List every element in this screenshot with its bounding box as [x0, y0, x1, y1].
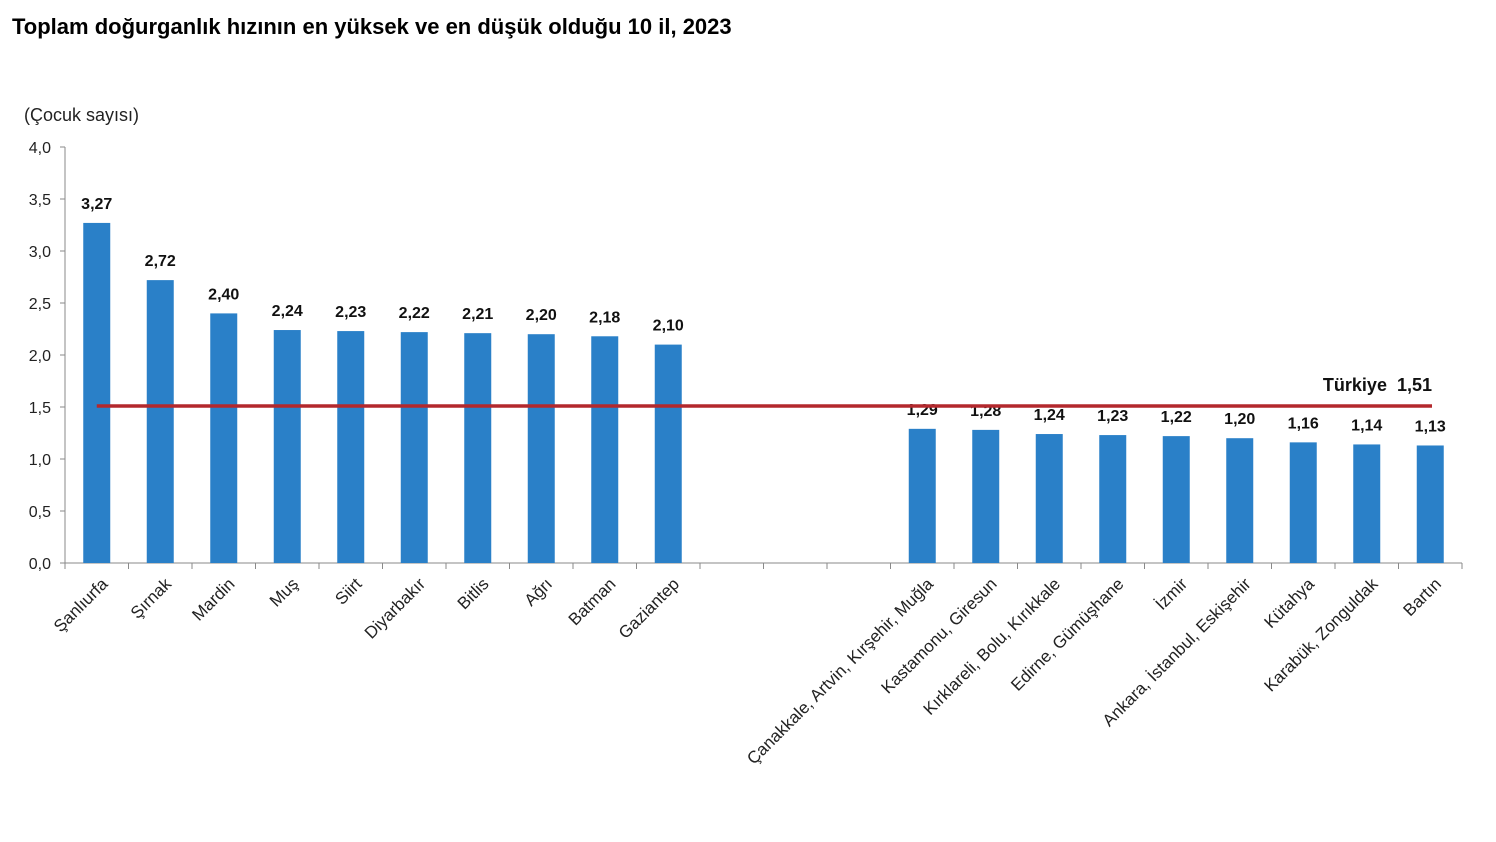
bar [1226, 438, 1254, 563]
y-tick-label: 3,5 [29, 192, 51, 209]
y-tick-label: 3,0 [29, 244, 51, 261]
bar [210, 313, 238, 563]
data-label: 1,23 [1097, 408, 1128, 425]
bar [1035, 434, 1063, 563]
category-label: Şırnak [127, 574, 176, 623]
bar [1416, 445, 1444, 563]
data-label: 2,23 [335, 304, 366, 321]
y-axis-label: (Çocuk sayısı) [24, 105, 139, 125]
category-label: Diyarbakır [361, 574, 429, 642]
bar [591, 336, 619, 563]
data-label: 1,22 [1161, 409, 1192, 426]
data-label: 1,13 [1415, 418, 1446, 435]
category-label: Kastamonu, Giresun [878, 574, 1001, 697]
bar [146, 280, 174, 563]
chart-title: Toplam doğurganlık hızının en yüksek ve … [12, 14, 732, 39]
data-label: 2,10 [653, 318, 684, 335]
data-label: 3,27 [81, 196, 112, 213]
bar [400, 332, 428, 563]
bar [1099, 435, 1127, 563]
category-label: Batman [565, 574, 620, 629]
data-label: 2,21 [462, 306, 493, 323]
category-label: Mardin [188, 574, 238, 624]
data-label: 2,24 [272, 303, 303, 320]
data-label: 2,72 [145, 253, 176, 270]
category-label: Gaziantep [615, 574, 683, 642]
y-tick-label: 1,5 [29, 400, 51, 417]
bar [1289, 442, 1317, 563]
bar [83, 222, 111, 564]
data-label: 2,18 [589, 309, 620, 326]
category-label: Ağrı [521, 574, 556, 609]
y-tick-label: 0,0 [29, 556, 51, 573]
category-label: Şanlıurfa [50, 574, 112, 636]
reference-line-label: Türkiye 1,51 [1323, 375, 1432, 395]
data-label: 1,24 [1034, 407, 1065, 424]
category-label: Muş [266, 574, 302, 610]
bar [908, 428, 936, 563]
y-tick-label: 2,5 [29, 296, 51, 313]
bar [464, 333, 492, 563]
bar [972, 429, 1000, 563]
category-label: Siirt [331, 574, 365, 608]
y-tick-label: 2,0 [29, 348, 51, 365]
data-label: 1,16 [1288, 415, 1319, 432]
y-tick-label: 4,0 [29, 140, 51, 157]
data-label: 1,20 [1224, 411, 1255, 428]
data-label: 1,14 [1351, 417, 1382, 434]
bar [337, 331, 365, 563]
data-label: 2,22 [399, 305, 430, 322]
y-tick-label: 0,5 [29, 504, 51, 521]
bar [1162, 436, 1190, 563]
bar [1353, 444, 1381, 563]
category-label: Edirne, Gümüşhane [1007, 574, 1127, 694]
bar [273, 330, 301, 563]
category-label: Bitlis [454, 574, 493, 613]
category-label: Bartın [1400, 574, 1446, 620]
y-tick-label: 1,0 [29, 452, 51, 469]
data-label: 2,20 [526, 307, 557, 324]
bar [654, 344, 682, 563]
category-label: Kütahya [1261, 574, 1319, 632]
bar [527, 334, 555, 563]
category-label: Karabük, Zonguldak [1261, 574, 1382, 695]
category-label: İzmir [1152, 574, 1192, 614]
data-label: 2,40 [208, 286, 239, 303]
